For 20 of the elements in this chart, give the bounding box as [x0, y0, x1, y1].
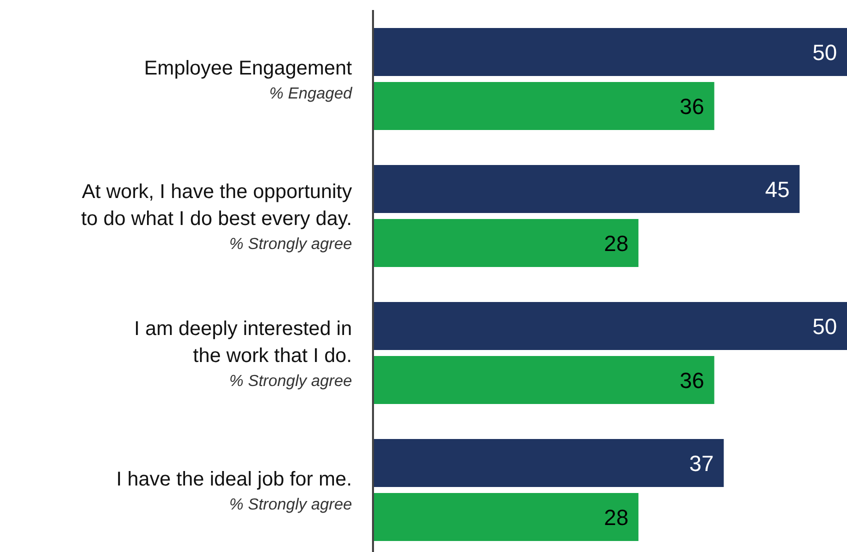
data-label: 36 [680, 368, 704, 393]
data-label: 45 [765, 177, 790, 202]
bar [373, 302, 847, 350]
bar [373, 493, 638, 541]
data-label: 36 [680, 94, 704, 119]
bar [373, 28, 847, 76]
bar [373, 439, 724, 487]
y-tick-label: I have the ideal job for me. % Strongly agree [116, 468, 352, 514]
y-tick-label: Employee Engagement % Engaged [144, 58, 354, 102]
data-label: 28 [604, 231, 628, 256]
data-label: 28 [604, 505, 628, 530]
data-label: 50 [812, 314, 837, 339]
data-label: 50 [812, 40, 837, 65]
bar [373, 356, 714, 404]
y-tick-label: At work, I have the opportunity to do what I do best every day. % Strongly agree [81, 181, 352, 253]
data-label: 37 [689, 451, 714, 476]
bar [373, 82, 714, 130]
y-tick-label: I am deeply interested in the work that I do. % Strongly agree [134, 318, 352, 390]
bar [373, 219, 638, 267]
bar [373, 165, 800, 213]
